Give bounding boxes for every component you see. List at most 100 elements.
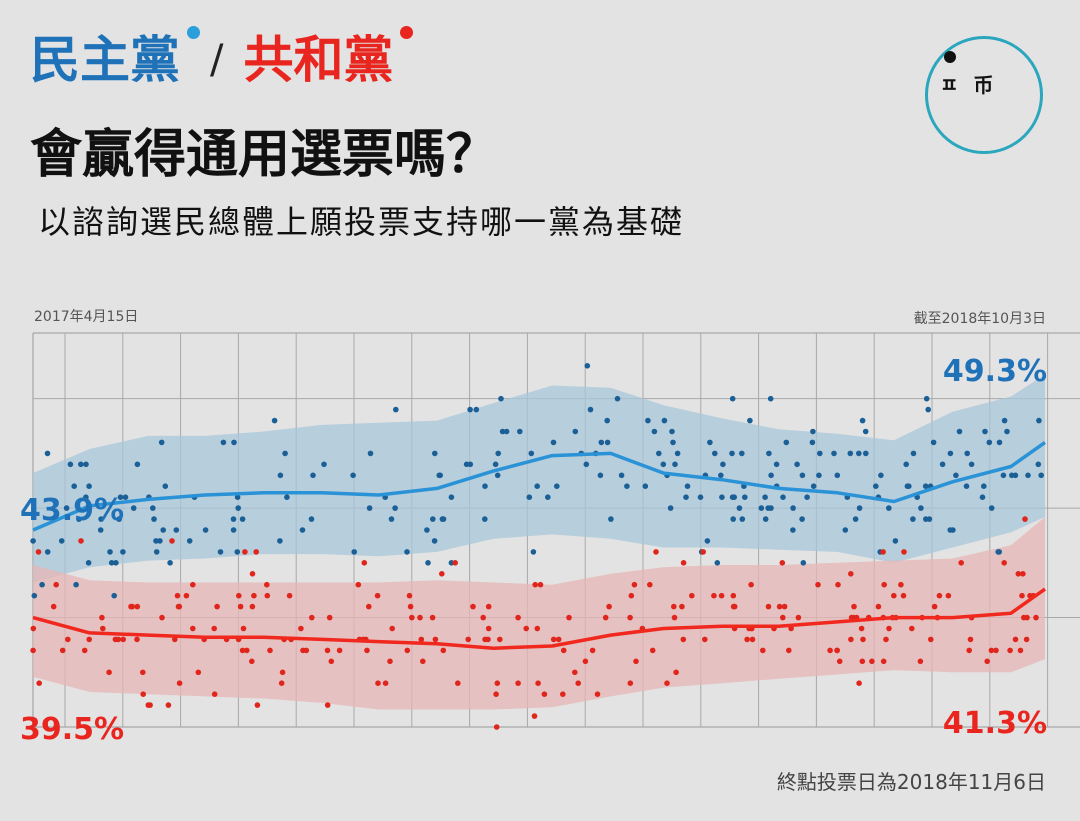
republican-poll-dot: [214, 603, 220, 610]
republican-poll-dot: [432, 636, 439, 643]
republican-poll-dot: [485, 625, 492, 632]
democratic-poll-dot: [768, 472, 774, 479]
republican-poll-dot: [361, 560, 368, 566]
republican-poll-dot: [898, 581, 904, 588]
republican-poll-dot: [1021, 614, 1027, 621]
democratic-poll-dot: [503, 428, 510, 435]
republican-poll-dot: [749, 636, 756, 643]
democratic-poll-dot: [83, 461, 89, 468]
republican-poll-dot: [628, 592, 635, 599]
republican-poll-dot: [848, 571, 854, 577]
democratic-poll-dot: [554, 483, 560, 490]
democratic-poll-dot: [767, 395, 774, 402]
republican-poll-dot: [711, 592, 717, 599]
democratic-poll-dot: [545, 494, 551, 501]
democratic-poll-dot: [67, 461, 74, 468]
republican-poll-dot: [535, 680, 541, 686]
republican-poll-dot: [244, 647, 250, 654]
democratic-poll-dot: [790, 505, 796, 511]
democratic-poll-dot: [988, 505, 995, 511]
republican-poll-dot: [50, 603, 57, 610]
republican-poll-dot: [532, 581, 538, 588]
democratic-poll-dot: [388, 516, 395, 522]
democratic-poll-dot: [30, 538, 36, 544]
democratic-poll-dot: [947, 450, 954, 457]
democratic-poll-dot: [847, 450, 854, 457]
republican-poll-dot: [100, 625, 106, 632]
republican-poll-dot: [765, 603, 772, 610]
democratic-poll-dot: [167, 560, 173, 566]
republican-poll-dot: [480, 614, 487, 621]
democratic-poll-dot: [956, 428, 963, 435]
republican-poll-dot: [883, 636, 889, 643]
republican-poll-dot: [966, 647, 972, 654]
democratic-poll-dot: [217, 549, 224, 555]
democratic-poll-dot: [714, 560, 721, 566]
republican-poll-dot: [760, 647, 766, 654]
democratic-poll-dot: [530, 549, 537, 555]
republican-poll-dot: [984, 658, 990, 665]
republican-poll-dot: [945, 592, 952, 599]
democratic-poll-dot: [282, 450, 288, 457]
republican-poll-dot: [815, 581, 821, 588]
republican-poll-dot: [174, 592, 181, 599]
democratic-poll-dot: [660, 461, 667, 468]
republican-poll-dot: [382, 680, 389, 686]
republican-poll-dot: [374, 592, 381, 599]
republican-poll-dot: [917, 658, 924, 665]
republican-poll-dot: [550, 636, 557, 643]
democratic-poll-dot: [799, 516, 805, 522]
republican-poll-dot: [237, 603, 244, 610]
republican-poll-dot: [627, 680, 634, 686]
republican-poll-dot: [1019, 592, 1025, 599]
republican-poll-dot: [869, 658, 875, 665]
republican-poll-dot: [249, 603, 256, 610]
republican-poll-dot: [300, 647, 306, 654]
logo-text: ㅍ 币: [940, 73, 998, 97]
democratic-poll-dot: [910, 516, 916, 522]
democratic-poll-dot: [910, 450, 917, 457]
democratic-poll-dot: [729, 450, 735, 457]
republican-poll-dot: [531, 713, 538, 719]
democratic-poll-dot: [667, 505, 674, 511]
democratic-poll-dot: [116, 516, 122, 522]
republican-poll-dot: [242, 549, 248, 555]
republican-poll-dot: [856, 680, 862, 686]
republican-poll-dot: [653, 549, 659, 555]
republican-poll-dot: [298, 625, 304, 632]
democratic-poll-dot: [430, 516, 436, 522]
democratic-poll-dot: [852, 516, 859, 522]
republican-poll-dot: [59, 647, 66, 654]
democratic-dot-icon: [187, 26, 200, 39]
brand-logo: ㅍ 币: [925, 36, 1043, 154]
democratic-poll-dot: [873, 483, 879, 490]
republican-poll-dot: [324, 702, 331, 708]
democratic-poll-dot: [604, 439, 611, 446]
democratic-poll-dot: [113, 560, 119, 566]
republican-poll-dot: [560, 691, 566, 697]
democratic-poll-dot: [903, 461, 909, 468]
republican-poll-dot: [211, 691, 218, 697]
republican-poll-dot: [731, 603, 738, 610]
democratic-poll-dot: [799, 472, 806, 479]
democratic-poll-dot: [44, 450, 51, 457]
democratic-poll-dot: [712, 450, 718, 457]
republican-poll-dot: [78, 538, 84, 544]
democratic-poll-dot: [202, 527, 209, 533]
democratic-poll-dot: [157, 538, 163, 544]
democratic-poll-dot: [186, 538, 193, 544]
democratic-poll-dot: [130, 505, 137, 511]
republican-poll-dot: [786, 647, 792, 654]
democratic-poll-dot: [766, 450, 772, 457]
democratic-poll-dot: [234, 494, 241, 501]
republican-poll-dot: [858, 625, 865, 632]
democratic-poll-dot: [572, 428, 579, 435]
republican-poll-dot: [159, 614, 165, 621]
republican-poll-dot: [680, 560, 687, 566]
democratic-poll-dot: [598, 439, 605, 446]
democratic-poll-dot: [747, 417, 753, 424]
democratic-poll-dot: [953, 472, 959, 479]
democratic-poll-dot: [277, 472, 284, 479]
democratic-poll-dot: [499, 428, 506, 435]
republican-poll-dot: [470, 603, 476, 610]
